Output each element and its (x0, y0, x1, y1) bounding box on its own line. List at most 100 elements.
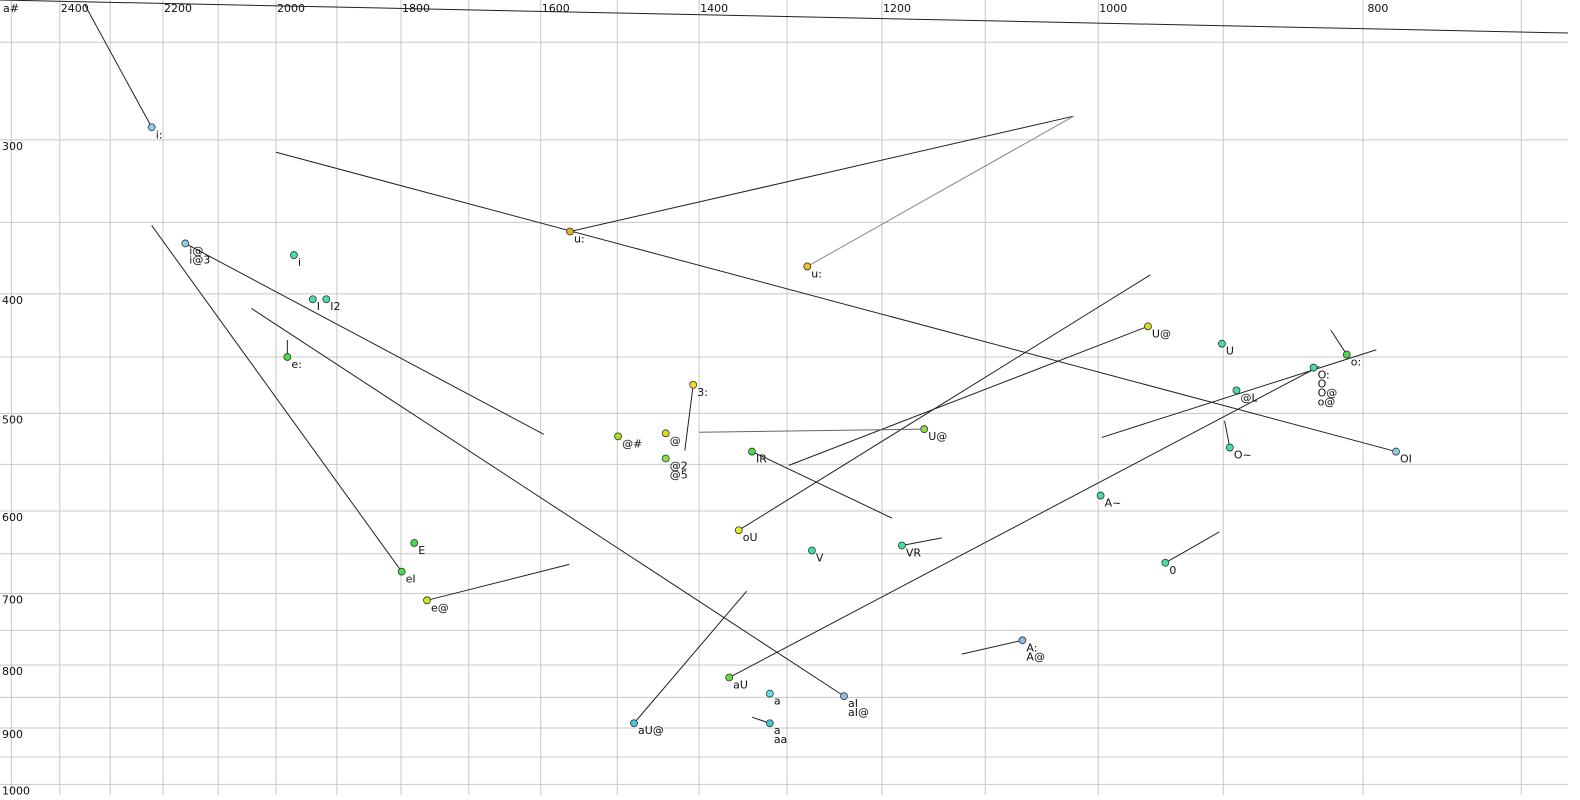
vowel-point (734, 526, 743, 535)
x-tick-label: 2000 (277, 2, 305, 15)
y-tick-label: 400 (2, 294, 23, 307)
vowel-label: 3: (697, 386, 708, 399)
vowel-label: U@ (1152, 327, 1171, 340)
trail-line (961, 639, 1023, 655)
x-tick-label: 1400 (700, 2, 728, 15)
vowel-label: U (1226, 345, 1234, 358)
vowel-point (290, 251, 298, 259)
vowel-label: @5 (670, 469, 688, 482)
trail-line (185, 242, 544, 435)
y-tick-label: 300 (2, 140, 23, 153)
trail-line (633, 590, 748, 724)
trails (84, 4, 1397, 724)
vowel-point (748, 447, 756, 456)
trail-line (84, 4, 153, 128)
vowel-point (661, 429, 670, 438)
vowel-label: o: (1351, 356, 1361, 369)
vowel-label: E (418, 544, 425, 557)
y-tick-label: 800 (2, 665, 23, 678)
vowel-label: i@3 (189, 253, 210, 266)
vowel-label: I2 (330, 300, 340, 313)
vowel-point (1018, 636, 1027, 645)
vowel-label: OI (1400, 453, 1412, 466)
trail-line (738, 274, 1151, 531)
trail-line (728, 365, 1320, 678)
vowel-label: @L (1240, 391, 1258, 404)
trail-line (1165, 531, 1220, 564)
vowel-label: 0 (1169, 564, 1176, 577)
vowel-label: aU@ (638, 724, 664, 737)
x-tick-label: 1000 (1099, 2, 1127, 15)
trail-line (684, 384, 694, 451)
vowel-point (898, 541, 906, 550)
vowel-label: aa (774, 733, 787, 746)
y-tick-label: 1000 (2, 784, 30, 797)
vowel-point (661, 454, 670, 463)
vowel-point (808, 546, 816, 555)
vowel-label: V (816, 551, 824, 564)
vowel-label: e: (291, 358, 301, 371)
vowel-point (566, 227, 574, 236)
vowel-point (1392, 447, 1400, 456)
vowel-label: aU (733, 679, 748, 692)
vowel-point (1144, 322, 1152, 331)
trail-line (1224, 420, 1231, 448)
vowel-label: aI@ (848, 706, 869, 719)
vowel-label: oU (743, 531, 758, 544)
vowel-label: O@ (1318, 387, 1338, 400)
vowel-point (1232, 386, 1241, 395)
vowel-point (308, 295, 317, 304)
vowel-point (725, 673, 734, 682)
y-tick-label: 700 (2, 593, 23, 606)
vowel-label: IR (756, 453, 767, 466)
vowel-point (803, 262, 812, 271)
vowel-label: A~ (1105, 497, 1122, 510)
trail-line (1330, 329, 1348, 355)
vowel-point (283, 353, 292, 361)
trail-line (1101, 349, 1377, 438)
vowel-point (423, 596, 431, 605)
vowel-label: e@ (431, 601, 449, 614)
vowel-label: i (298, 256, 301, 269)
vowel-label: @ (670, 434, 681, 447)
vowel-point (1342, 350, 1351, 359)
vowel-point (322, 295, 331, 304)
vowel-label: A: (1026, 641, 1037, 654)
vowel-label: eI (406, 573, 416, 586)
trail-line (788, 325, 1149, 466)
vowel-label: u: (574, 233, 585, 246)
vowel-label: i@ (189, 244, 203, 257)
vowel-label: VR (906, 547, 922, 560)
vowel-point (147, 123, 156, 132)
vowel-label: a (774, 695, 781, 708)
vowel-point (181, 239, 190, 248)
vowel-label: U@ (928, 430, 947, 443)
vowel-point (410, 539, 419, 547)
corner-label: a# (3, 2, 19, 15)
x-tick-label: 800 (1367, 2, 1388, 15)
vowel-label: O~ (1234, 449, 1252, 462)
border-line (0, 0, 1569, 34)
vowel-label: i: (156, 128, 163, 141)
vowel-point (689, 380, 698, 389)
vowel-label: @# (622, 437, 642, 450)
vowel-point (765, 689, 774, 698)
trail-line (807, 115, 1074, 267)
vowel-label: aI (848, 697, 858, 710)
points: i: i@i@3 i I I2 e: EeI e@ u: u: 3: @# @ @2@5 IR U@ oU V VR… (147, 123, 1412, 746)
trail-line (275, 151, 1397, 453)
y-tick-label: 500 (2, 413, 23, 426)
vowel-point (614, 432, 622, 441)
y-tick-label: 900 (2, 728, 23, 741)
vowel-point (630, 719, 638, 728)
vowel-label: O: (1318, 369, 1330, 382)
vowel-point (840, 692, 848, 701)
y-tick-label: 600 (2, 511, 23, 524)
trail-line (426, 563, 570, 601)
vowel-point (1309, 363, 1318, 372)
x-tick-label: 1600 (542, 2, 570, 15)
vowel-label: O (1318, 378, 1327, 391)
